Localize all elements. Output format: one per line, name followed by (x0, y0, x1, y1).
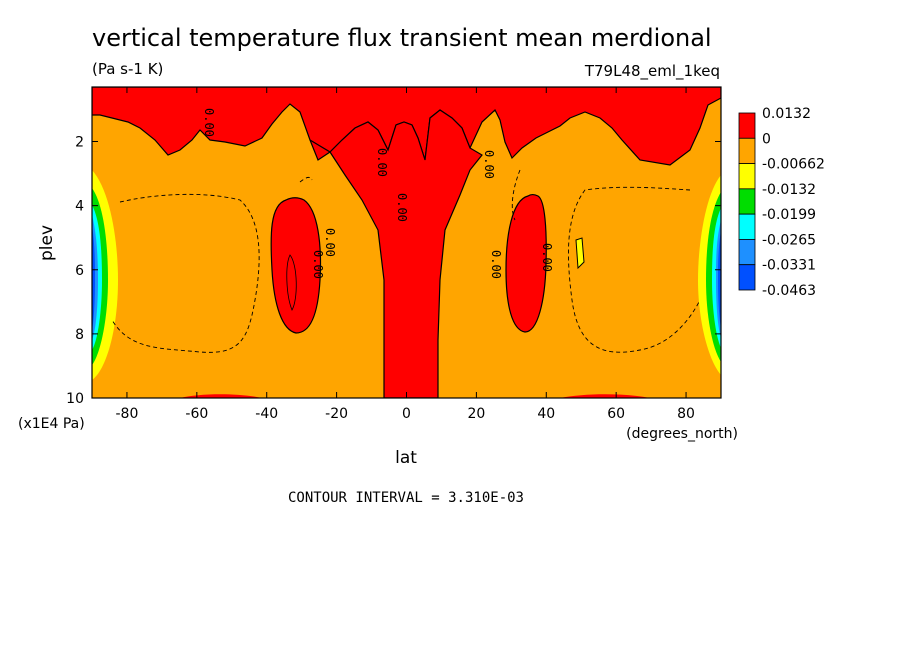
colorbar-label: -0.0463 (762, 283, 816, 299)
colorbar-label: -0.0199 (762, 207, 816, 223)
colorbar-swatch (738, 137, 756, 164)
x-axis-label: lat (395, 448, 417, 468)
run-label: T79L48_eml_1keq (584, 62, 720, 81)
colorbar-label: -0.0132 (762, 182, 816, 198)
x-tick-label: 40 (537, 406, 555, 422)
x-tick-label: 0 (402, 406, 411, 422)
x-tick-label: -60 (185, 406, 208, 422)
southern-positive-lobe (270, 197, 322, 334)
x-axis: -80 -60 -40 -20 0 20 40 60 80 (116, 87, 695, 422)
contour-label: 0.00 (540, 243, 554, 272)
surface-positive-strip (560, 394, 650, 398)
y-tick-label: 8 (75, 327, 84, 343)
x-tick-label: 20 (467, 406, 485, 422)
x-tick-label: 60 (607, 406, 625, 422)
y-axis-label: plev (37, 225, 57, 261)
small-negative-feature (575, 237, 585, 270)
negative-contours (111, 169, 701, 353)
northern-polar-minimum (698, 175, 721, 375)
contour-label: 0.00 (202, 108, 216, 137)
colorbar-label: 0.0132 (762, 106, 811, 122)
plot-area: 0.00 0.00 0.00 0.00 0.00 0.00 0.00 0.00 (91, 86, 722, 399)
colorbar-swatch (738, 264, 756, 291)
x-units-label: (degrees_north) (626, 426, 738, 442)
contour-label: 0.00 (311, 250, 325, 279)
y-tick-label: 4 (75, 199, 84, 215)
colorbar-swatch (738, 239, 756, 266)
x-tick-label: -40 (255, 406, 278, 422)
contour-label-group: 0.00 0.00 0.00 0.00 0.00 0.00 0.00 0.00 (202, 108, 554, 279)
y-axis: 2 4 6 8 10 (66, 135, 721, 407)
colorbar-swatch (738, 163, 756, 190)
contour-label: 0.00 (482, 150, 496, 179)
contour-label: 0.00 (323, 228, 337, 257)
northern-positive-lobe (505, 193, 547, 333)
x-tick-label: 80 (677, 406, 695, 422)
chart-units: (Pa s-1 K) (92, 60, 163, 78)
contour-interval: CONTOUR INTERVAL = 3.310E-03 (288, 490, 524, 506)
colorbar-label: -0.0265 (762, 232, 816, 248)
chart-title: vertical temperature flux transient mean… (92, 24, 712, 52)
surface-positive-strip (180, 394, 262, 398)
colorbar-swatch (738, 112, 756, 139)
contour-label: 0.00 (395, 193, 409, 222)
colorbar-label: -0.00662 (762, 157, 825, 173)
y-units-label: (x1E4 Pa) (18, 416, 85, 432)
y-tick-label: 6 (75, 263, 84, 279)
southern-polar-minimum (92, 170, 118, 380)
contour-label: 0.00 (375, 148, 389, 177)
colorbar: 0.0132 0 -0.00662 -0.0132 -0.0199 -0.0265 -0.0… (738, 106, 825, 299)
x-tick-label: -80 (116, 406, 139, 422)
y-tick-label: 10 (66, 391, 84, 407)
colorbar-label: 0 (762, 131, 771, 147)
colorbar-swatch (738, 188, 756, 215)
inner-contour (286, 254, 297, 311)
y-tick-label: 2 (75, 135, 84, 151)
contour-label: 0.00 (489, 250, 503, 279)
central-positive-region (309, 109, 483, 398)
colorbar-swatch (738, 213, 756, 240)
colorbar-label: -0.0331 (762, 258, 816, 274)
x-tick-label: -20 (325, 406, 348, 422)
